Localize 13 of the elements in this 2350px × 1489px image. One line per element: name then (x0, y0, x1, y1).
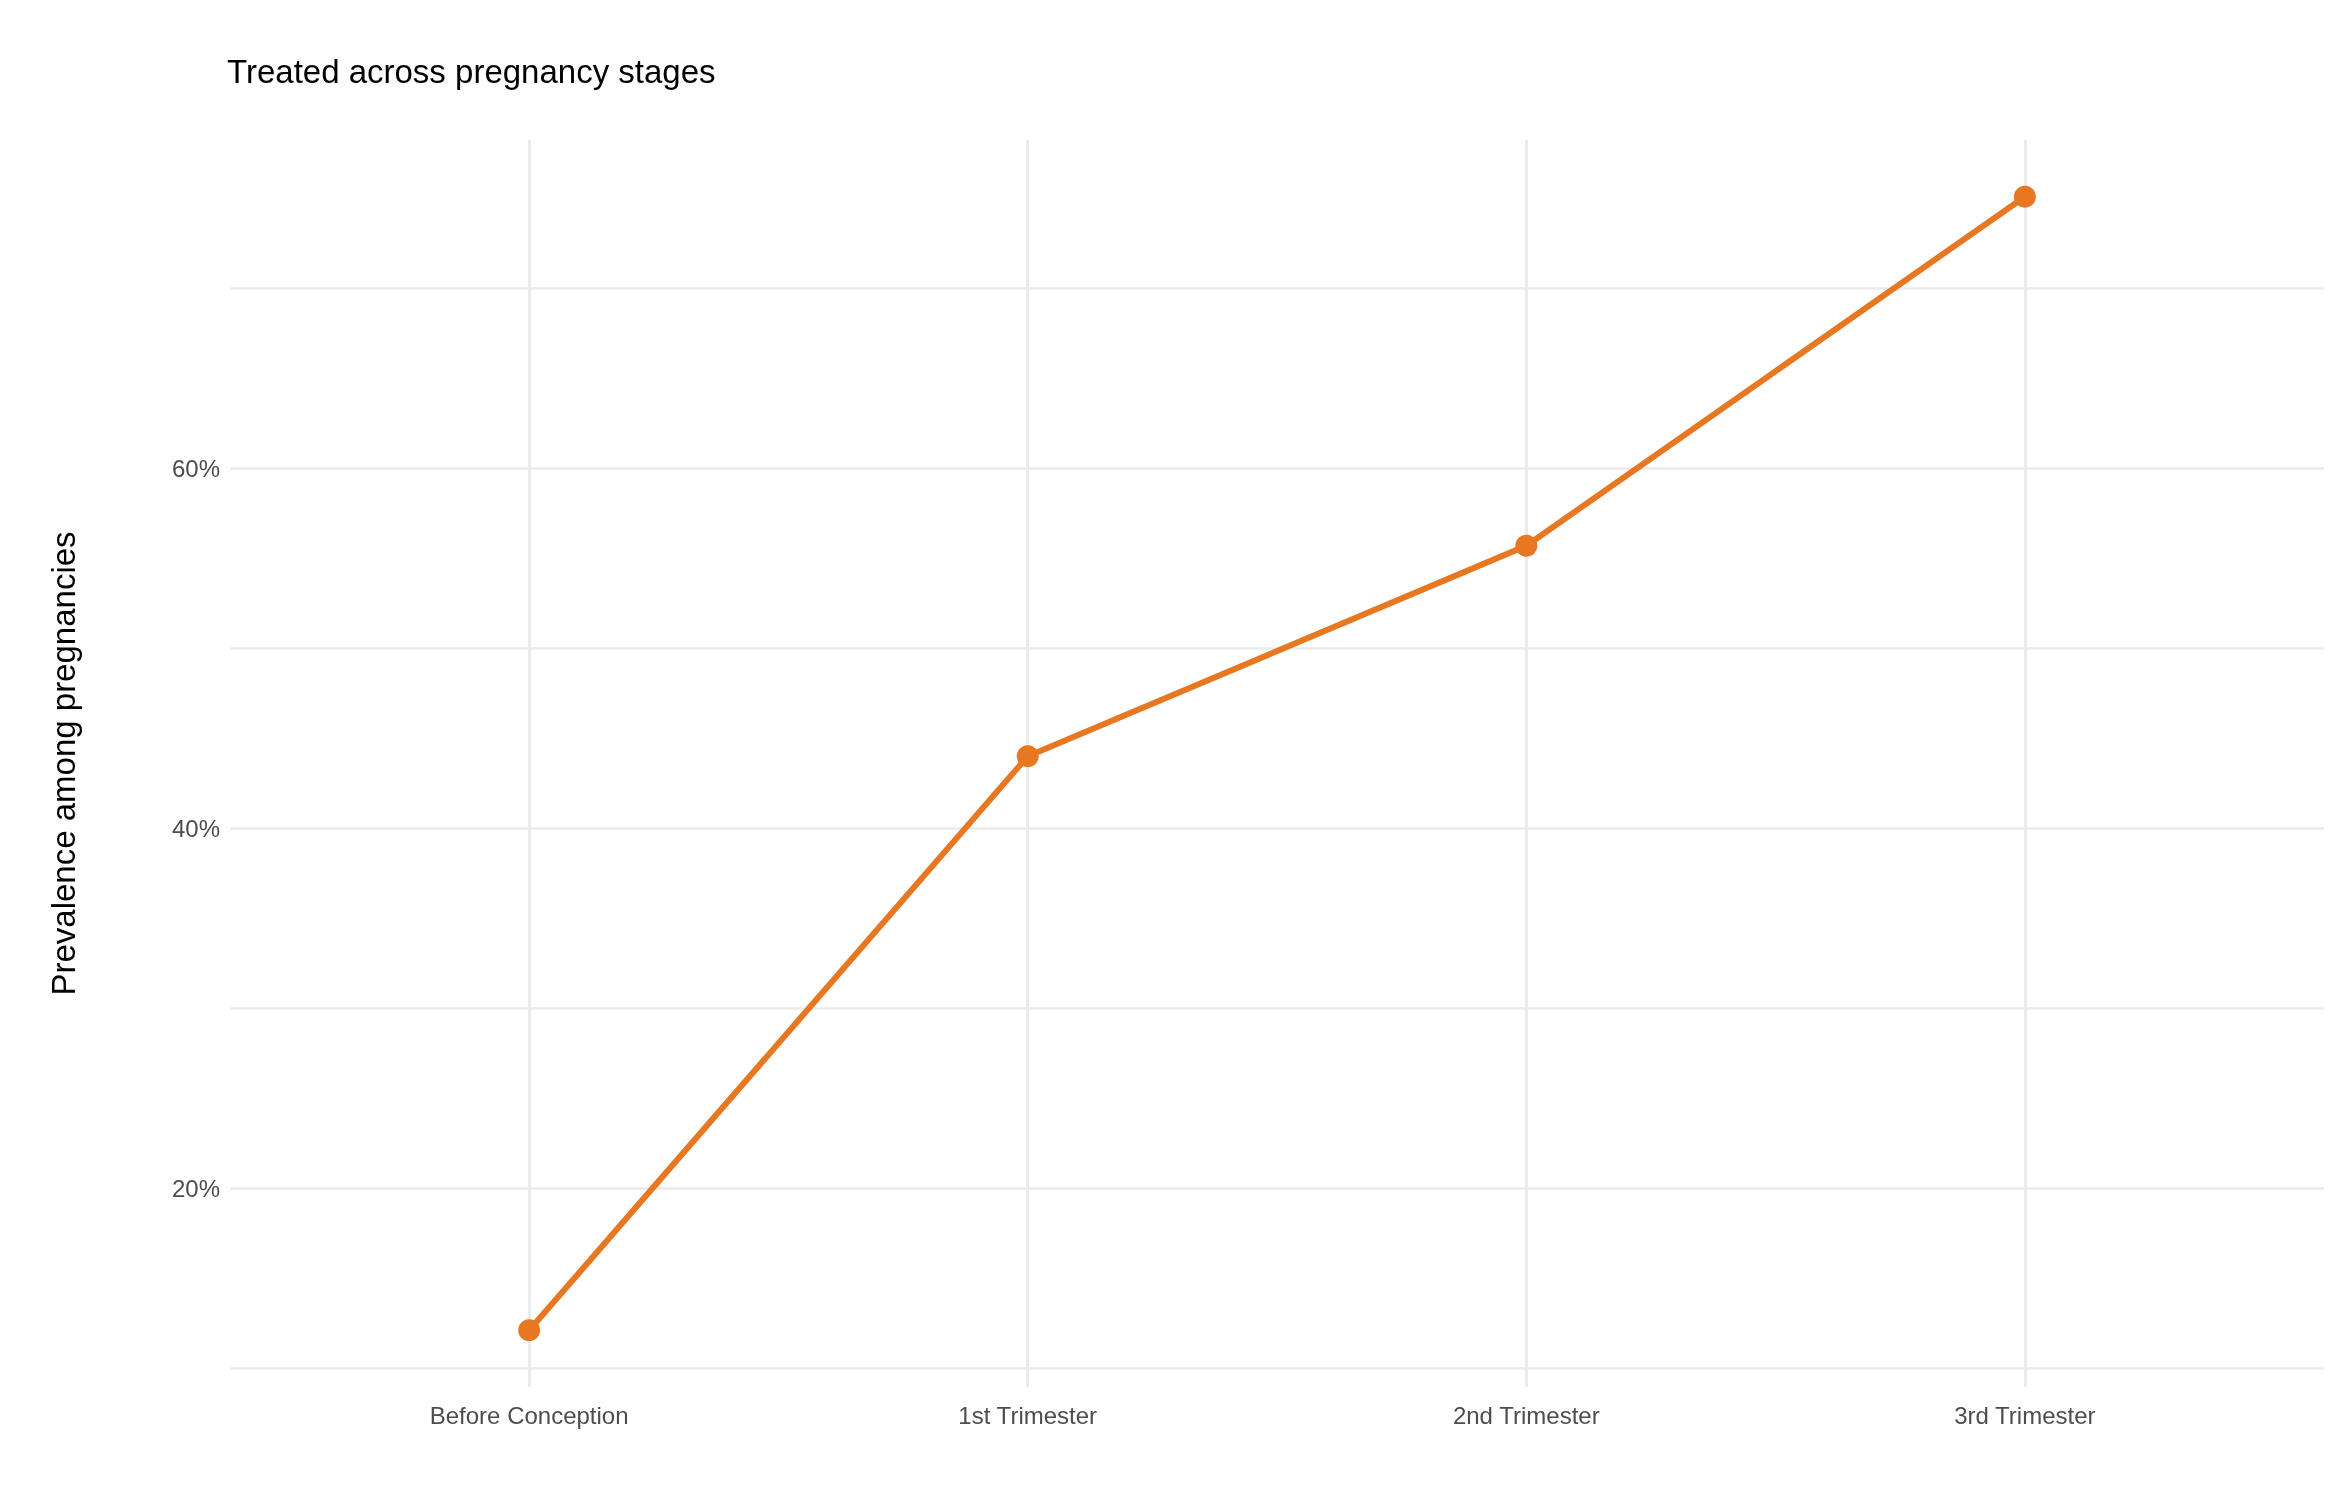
point (1515, 534, 1538, 557)
x-tick-label: 2nd Trimester (1452, 1401, 1600, 1429)
chart-title: Treated across pregnancy stages (227, 53, 716, 90)
y-tick-label: 60% (171, 454, 220, 482)
x-tick-label: 3rd Trimester (1954, 1401, 2096, 1429)
point (2013, 185, 2036, 208)
y-axis-title: Prevalence among pregnancies (45, 531, 82, 996)
x-tick-label: Before Conception (429, 1401, 629, 1429)
x-tick-label: 1st Trimester (958, 1401, 1098, 1429)
y-tick-label: 20% (171, 1174, 220, 1202)
point (1016, 745, 1039, 768)
y-tick-label: 40% (171, 814, 220, 842)
point (518, 1319, 541, 1342)
